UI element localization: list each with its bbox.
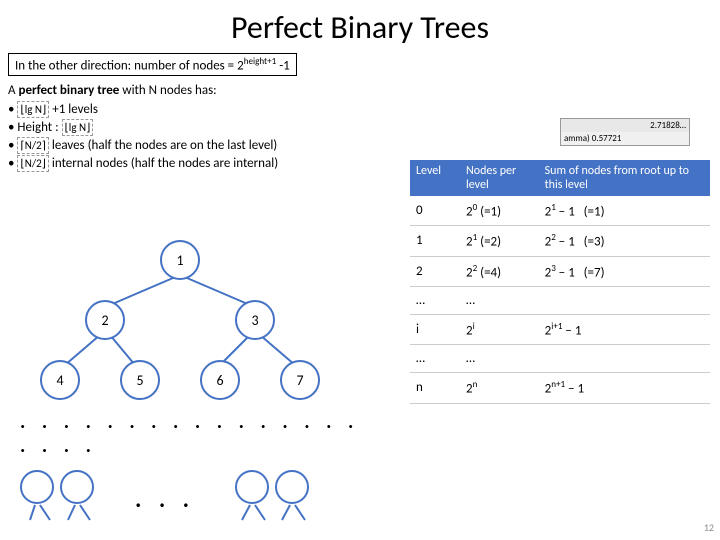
cell-level: … <box>410 345 460 373</box>
page-title: Perfect Binary Trees <box>0 0 720 51</box>
cell-nodes: 21 (=2) <box>460 226 539 256</box>
b1-suffix: +1 levels <box>49 102 98 117</box>
formula-sup: height+1 <box>244 56 277 67</box>
cell-nodes: … <box>460 286 539 314</box>
cell-sum <box>539 345 710 373</box>
cell-sum: 22 − 1 (=3) <box>539 226 710 256</box>
slide-number: 12 <box>704 521 714 534</box>
bullet-1: ⌊lg N⌋ +1 levels <box>8 101 720 119</box>
cell-level: n <box>410 373 460 403</box>
cell-nodes: 2i <box>460 314 539 344</box>
formula-box: In the other direction: number of nodes … <box>8 53 297 76</box>
tree-node <box>235 470 269 504</box>
corner-line1: 2.71828… <box>561 119 689 132</box>
table-row: 222 (=4)23 − 1 (=7) <box>410 256 710 286</box>
tree-diagram: 12 3 4567 . . . . . . . . . . . . . . . . … <box>10 240 360 530</box>
tree-node: 7 <box>280 360 320 400</box>
math-2: ⌊lg N⌋ <box>62 119 94 136</box>
cell-level: 1 <box>410 226 460 256</box>
intro-suffix: with N nodes has: <box>119 83 216 98</box>
tree-node: 4 <box>40 360 80 400</box>
tree-node: 6 <box>200 360 240 400</box>
tree-node <box>60 470 94 504</box>
cell-level: 0 <box>410 196 460 226</box>
cell-level: 2 <box>410 256 460 286</box>
formula-prefix: In the other direction: number of nodes … <box>15 58 244 73</box>
tree-node: 1 <box>160 240 200 280</box>
table-row: …… <box>410 286 710 314</box>
tree-node: 5 <box>120 360 160 400</box>
corner-line2: amma) 0.57721 <box>561 132 689 145</box>
cell-sum: 23 − 1 (=7) <box>539 256 710 286</box>
cell-nodes: 20 (=1) <box>460 196 539 226</box>
cell-sum: 2n+1 − 1 <box>539 373 710 403</box>
cell-sum: 2i+1 − 1 <box>539 314 710 344</box>
math-4: ⌊N/2⌋ <box>17 155 49 172</box>
dots-row-1: . . . . . . . . . . . . . . . . . . . . <box>20 410 360 458</box>
intro-bold: perfect binary tree <box>18 83 119 98</box>
tree-node <box>275 470 309 504</box>
dots-row-2: . . . <box>135 485 195 514</box>
b4-suffix: internal nodes (half the nodes are inter… <box>49 156 278 171</box>
cell-sum: 21 − 1 (=1) <box>539 196 710 226</box>
cell-nodes: … <box>460 345 539 373</box>
cell-level: … <box>410 286 460 314</box>
b3-suffix: leaves (half the nodes are on the last l… <box>49 138 277 153</box>
table-row: 020 (=1)21 − 1 (=1) <box>410 196 710 226</box>
b2-prefix: Height : <box>17 120 61 135</box>
table-row: i2i2i+1 − 1 <box>410 314 710 344</box>
table-row: n2n2n+1 − 1 <box>410 373 710 403</box>
tree-node: 3 <box>235 300 275 340</box>
cell-level: i <box>410 314 460 344</box>
levels-table: LevelNodes per levelSum of nodes from ro… <box>410 160 710 404</box>
intro-prefix: A <box>8 83 18 98</box>
table-row: …… <box>410 345 710 373</box>
math-3: ⌈N/2⌉ <box>17 137 49 154</box>
cell-sum <box>539 286 710 314</box>
cell-nodes: 22 (=4) <box>460 256 539 286</box>
table-row: 121 (=2)22 − 1 (=3) <box>410 226 710 256</box>
tree-node: 2 <box>85 300 125 340</box>
math-1: ⌊lg N⌋ <box>17 101 49 118</box>
cell-nodes: 2n <box>460 373 539 403</box>
table-header: Nodes per level <box>460 160 539 196</box>
tree-node <box>20 470 54 504</box>
corner-snippet: 2.71828… amma) 0.57721 <box>560 118 690 146</box>
intro-line: A perfect binary tree with N nodes has: <box>8 82 720 100</box>
table-header: Sum of nodes from root up to this level <box>539 160 710 196</box>
formula-suffix: -1 <box>276 58 290 73</box>
table-header: Level <box>410 160 460 196</box>
